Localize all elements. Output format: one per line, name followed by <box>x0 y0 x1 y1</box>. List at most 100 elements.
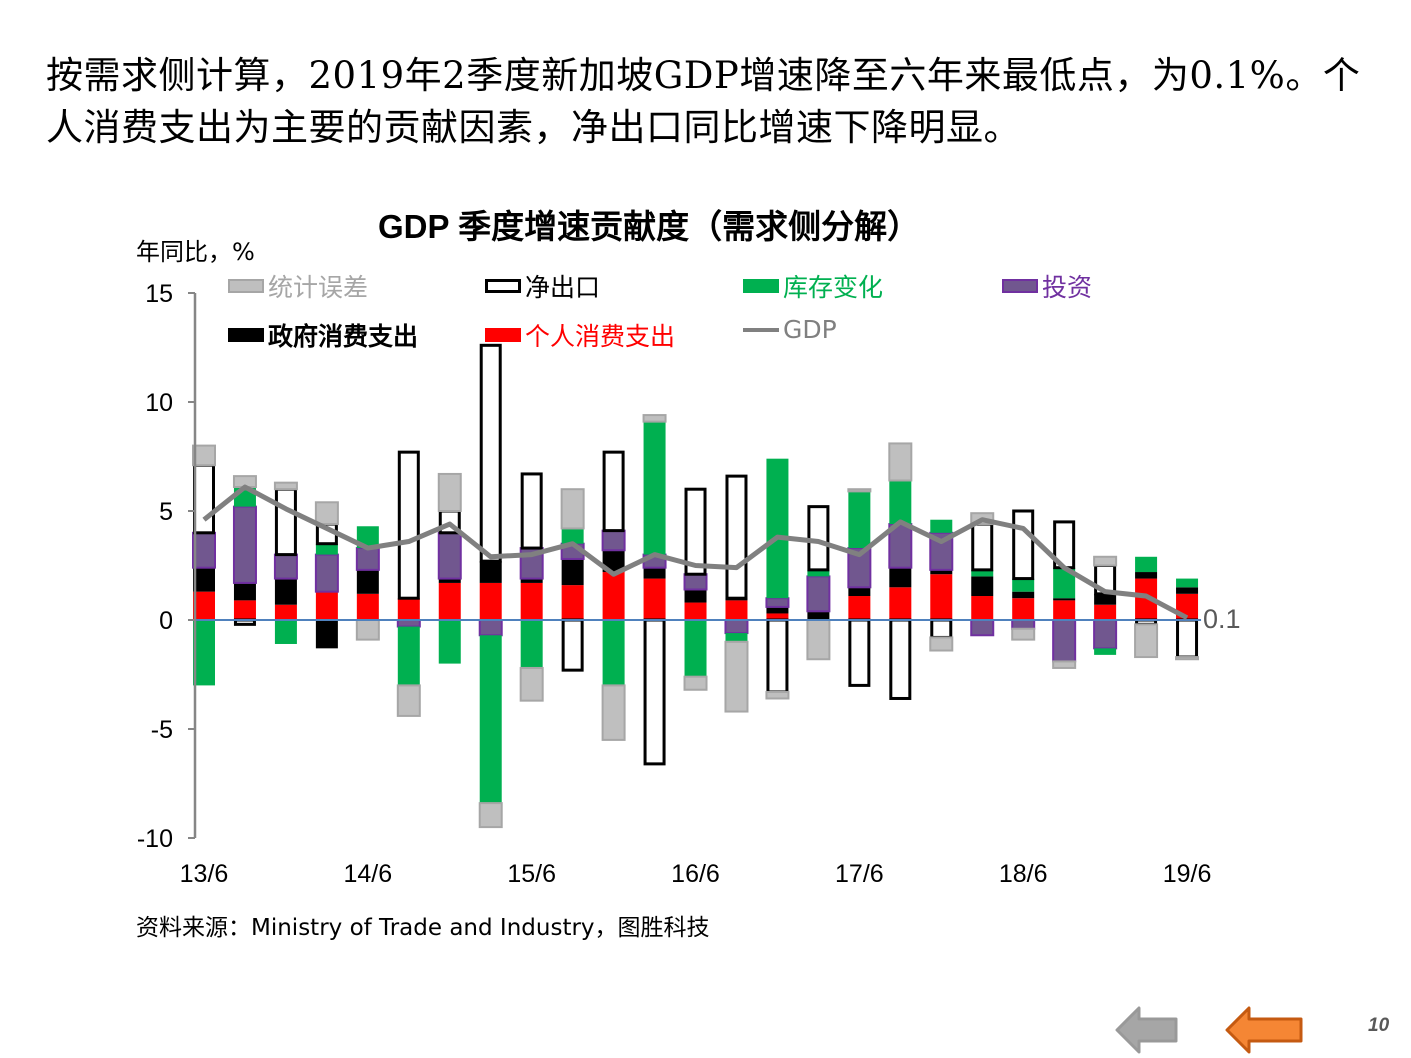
bar-government-18Q4 <box>1094 593 1117 605</box>
bar-investment-18Q3 <box>1052 619 1077 663</box>
y-tick-label: 10 <box>145 389 173 417</box>
x-tick-label: 18/6 <box>999 860 1048 888</box>
bar-inventory-16Q1 <box>643 421 666 555</box>
bar-investment-14Q4 <box>437 531 462 580</box>
bar-discrepancy-17Q3 <box>888 442 913 482</box>
bar-discrepancy-16Q4 <box>765 690 790 700</box>
bar-discrepancy-18Q3 <box>1052 660 1077 669</box>
bar-investment-18Q4 <box>1093 619 1118 650</box>
bar-discrepancy-19Q1 <box>1134 623 1159 659</box>
bar-discrepancy-14Q4 <box>437 472 462 513</box>
bar-discrepancy-18Q2 <box>1011 627 1036 641</box>
bar-inventory-17Q4 <box>930 519 953 533</box>
x-tick-label: 14/6 <box>344 860 393 888</box>
bar-net_exports-16Q1 <box>643 618 666 766</box>
y-tick-label: 15 <box>145 280 173 308</box>
bar-personal-19Q1 <box>1135 578 1158 620</box>
bar-personal-18Q1 <box>971 596 994 620</box>
legend-label: 投资 <box>1042 273 1093 302</box>
bar-personal-14Q1 <box>315 591 338 620</box>
bar-net_exports-17Q4 <box>930 618 953 639</box>
gdp-line-layer: 0.1 <box>202 484 1241 634</box>
y-tick-label: -10 <box>137 825 173 853</box>
bar-net_exports-16Q2 <box>684 487 707 576</box>
bar-investment-15Q4 <box>601 529 626 552</box>
bar-discrepancy-13Q4 <box>273 481 298 491</box>
bar-net_exports-16Q4 <box>766 618 789 694</box>
bar-personal-18Q3 <box>1053 600 1076 620</box>
bar-government-15Q3 <box>561 558 584 586</box>
bar-government-18Q1 <box>971 576 994 597</box>
bar-inventory-14Q2 <box>356 526 379 549</box>
bar-government-17Q1 <box>807 611 830 620</box>
legend-item-government: 政府消费支出 <box>228 317 418 353</box>
legend-item-inventory: 库存变化 <box>743 268 883 304</box>
bar-inventory-18Q3 <box>1053 567 1076 599</box>
bar-inventory-18Q1 <box>971 569 994 577</box>
x-tick-label: 13/6 <box>180 860 229 888</box>
bar-government-16Q4 <box>766 606 789 614</box>
bar-inventory-16Q2 <box>684 620 707 677</box>
legend-swatch-net-exports <box>485 279 521 293</box>
bar-government-18Q2 <box>1012 591 1035 599</box>
bar-personal-16Q2 <box>684 602 707 620</box>
bar-inventory-17Q3 <box>889 480 912 525</box>
bar-discrepancy-15Q3 <box>560 488 585 530</box>
bar-investment-13Q2 <box>192 531 216 569</box>
bar-investment-14Q2 <box>355 547 380 571</box>
bar-personal-14Q2 <box>356 593 379 620</box>
bar-discrepancy-16Q1 <box>642 414 667 423</box>
bar-inventory-13Q4 <box>274 620 297 644</box>
bar-government-13Q4 <box>274 578 297 605</box>
bar-net_exports-18Q1 <box>971 522 994 572</box>
bar-government-13Q2 <box>193 567 215 592</box>
bar-net_exports-15Q2 <box>520 472 543 550</box>
bar-inventory-15Q3 <box>561 528 584 544</box>
bar-government-14Q2 <box>356 569 379 594</box>
bar-net_exports-17Q2 <box>848 618 871 687</box>
bar-government-16Q1 <box>643 567 666 579</box>
bar-inventory-16Q3 <box>725 633 748 642</box>
bar-inventory-17Q1 <box>807 569 830 577</box>
bar-personal-15Q1 <box>479 582 502 620</box>
legend-item-personal: 个人消费支出 <box>485 317 675 353</box>
legend-label: 库存变化 <box>783 273 884 302</box>
bar-investment-16Q2 <box>683 573 708 591</box>
prev-arrow-icon[interactable] <box>1114 1005 1184 1055</box>
page-number: 10 <box>1368 1015 1390 1036</box>
x-axis-labels: 13/6 14/6 15/6 16/6 17/6 18/6 19/6 <box>180 860 1212 888</box>
legend-label: 政府消费支出 <box>268 322 419 351</box>
bar-discrepancy-15Q4 <box>601 684 626 741</box>
bar-government-18Q3 <box>1053 598 1076 601</box>
legend-item-gdp: GDP <box>743 315 837 344</box>
bar-government-15Q1 <box>479 561 502 583</box>
bar-net_exports-15Q4 <box>602 450 625 533</box>
bar-inventory-14Q4 <box>438 620 461 664</box>
bar-personal-16Q4 <box>766 613 789 620</box>
bar-investment-15Q1 <box>478 619 503 637</box>
legend-label: 净出口 <box>525 273 601 302</box>
bar-net_exports-17Q3 <box>889 618 912 700</box>
bar-personal-18Q2 <box>1012 598 1035 620</box>
bar-personal-14Q3 <box>397 598 420 620</box>
bar-inventory-14Q3 <box>397 626 420 686</box>
bar-personal-18Q4 <box>1094 604 1117 620</box>
bar-discrepancy-13Q2 <box>192 444 216 467</box>
bar-personal-15Q2 <box>520 582 543 620</box>
bar-government-16Q2 <box>684 589 707 603</box>
chart-title: GDP 季度增速贡献度（需求侧分解） <box>378 208 921 245</box>
bar-discrepancy-17Q1 <box>806 619 831 661</box>
back-arrow-icon[interactable] <box>1224 1005 1308 1055</box>
bar-government-14Q1 <box>315 620 338 649</box>
x-tick-label: 19/6 <box>1163 860 1212 888</box>
legend-line-gdp <box>743 327 779 332</box>
bar-discrepancy-14Q2 <box>355 619 380 641</box>
bar-personal-13Q2 <box>193 591 215 620</box>
bar-personal-16Q3 <box>725 600 748 620</box>
gdp-annotation: 0.1 <box>1203 604 1241 634</box>
bar-investment-17Q1 <box>806 575 831 613</box>
bar-net_exports-13Q4 <box>274 487 297 557</box>
bar-investment-14Q1 <box>314 553 339 593</box>
bar-discrepancy-18Q4 <box>1093 555 1118 567</box>
